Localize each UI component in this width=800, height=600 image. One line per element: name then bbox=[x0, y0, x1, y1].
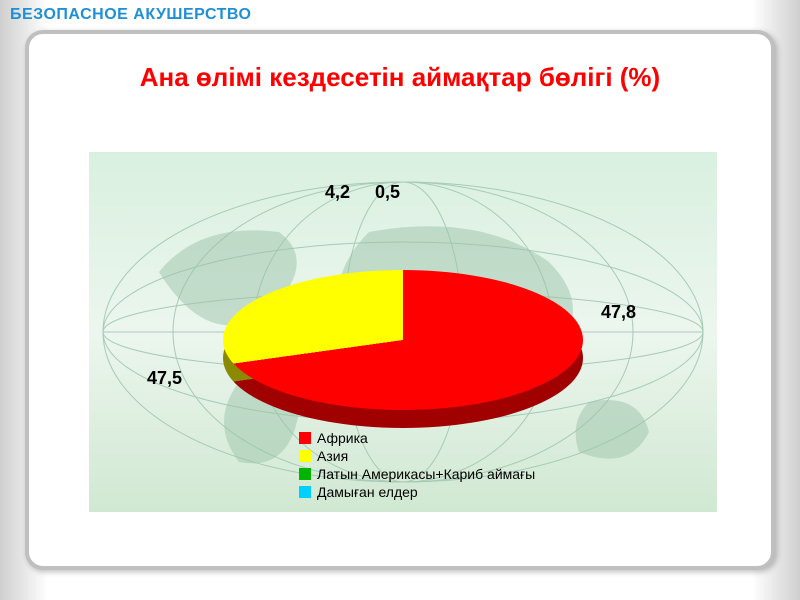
value-label-asia: 47,5 bbox=[147, 368, 182, 389]
value-label-developed: 0,5 bbox=[375, 182, 400, 203]
chart-title: Ана өлімі кездесетін аймақтар бөлігі (%) bbox=[29, 62, 771, 93]
legend: Африка Азия Латын Америкасы+Кариб аймағы… bbox=[299, 428, 535, 502]
legend-label: Дамыған елдер bbox=[317, 484, 418, 500]
legend-row-africa: Африка bbox=[299, 430, 535, 446]
legend-swatch bbox=[299, 450, 311, 462]
content-frame: Ана өлімі кездесетін аймақтар бөлігі (%) bbox=[25, 30, 775, 570]
legend-row-latin: Латын Америкасы+Кариб аймағы bbox=[299, 466, 535, 482]
value-label-africa: 47,8 bbox=[601, 302, 636, 323]
legend-swatch bbox=[299, 486, 311, 498]
legend-label: Африка bbox=[317, 430, 368, 446]
legend-label: Латын Америкасы+Кариб аймағы bbox=[317, 466, 535, 482]
legend-label: Азия bbox=[317, 448, 348, 464]
pie-top bbox=[223, 270, 583, 410]
value-label-latin: 4,2 bbox=[325, 182, 350, 203]
legend-row-asia: Азия bbox=[299, 448, 535, 464]
header-text: БЕЗОПАСНОЕ АКУШЕРСТВО bbox=[10, 6, 251, 24]
legend-swatch bbox=[299, 468, 311, 480]
pie-chart bbox=[223, 270, 583, 430]
legend-swatch bbox=[299, 432, 311, 444]
slide-page: БЕЗОПАСНОЕ АКУШЕРСТВО Ана өлімі кездесет… bbox=[0, 0, 800, 600]
chart-area: 47,8 47,5 4,2 0,5 Африка Азия Латын Амер… bbox=[89, 152, 717, 512]
legend-row-developed: Дамыған елдер bbox=[299, 484, 535, 500]
